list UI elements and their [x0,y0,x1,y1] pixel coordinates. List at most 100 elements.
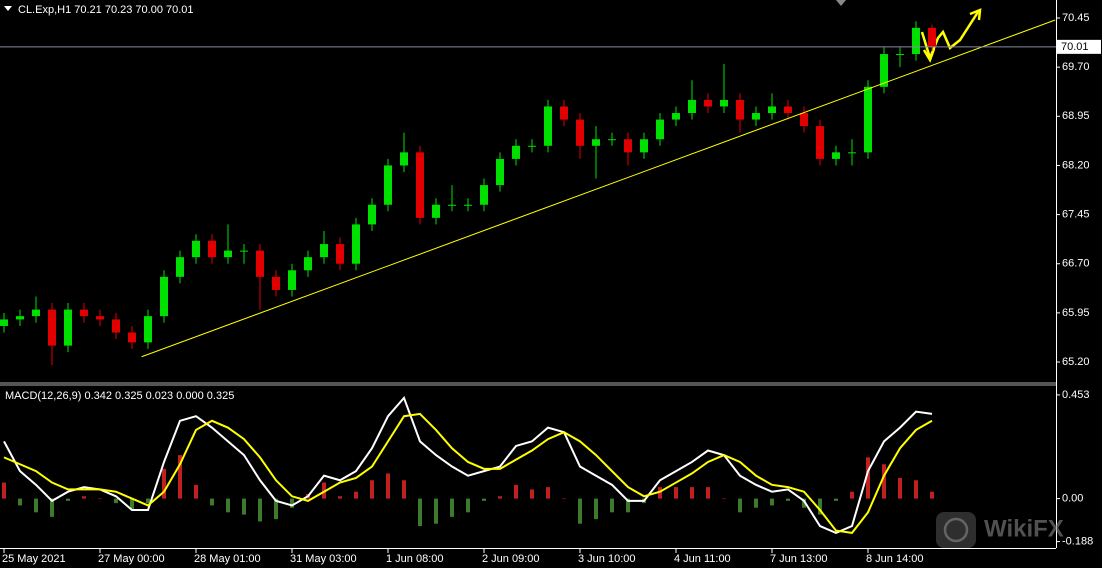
candle-body [32,309,40,317]
x-tick-label: 3 Jun 10:00 [578,553,636,565]
candle-body [352,224,360,264]
histogram-bar [674,487,678,499]
histogram-bar [402,480,406,499]
histogram-bar [546,487,550,499]
candle-body [128,332,136,343]
histogram-bar [514,484,518,499]
candle-body [912,27,920,55]
candle-body [592,139,600,146]
price-label-box [1057,39,1101,54]
histogram-bar [18,498,22,506]
histogram-bar [626,498,630,513]
candle-body [608,139,616,141]
candle-body [528,145,536,147]
chart-title: CL.Exp,H1 70.21 70.23 70.00 70.01 [18,4,194,16]
candle-body [544,106,552,146]
macd-line [3,395,933,534]
histogram-bar [610,498,614,513]
candle-body [688,99,696,114]
y-tick-label: 65.20 [1062,356,1090,368]
histogram-bar [818,498,822,515]
histogram-bar [146,498,150,504]
histogram-bar [242,498,246,515]
x-tick-label: 31 May 03:00 [290,553,357,565]
histogram-bar [338,496,342,499]
histogram-bar [50,498,54,517]
histogram-bar [274,498,278,520]
candle-body [496,158,504,186]
candle-body [96,316,104,320]
histogram-bar [66,498,70,501]
y-tick-label: 67.45 [1062,208,1090,220]
candle-body [720,99,728,107]
histogram-bar [482,498,486,501]
candle-body [176,257,184,277]
histogram-bar [738,498,742,513]
histogram-bar [290,498,294,508]
y-tick-label: 68.20 [1062,159,1090,171]
x-tick-label: 27 May 00:00 [98,553,165,565]
histogram-bar [498,496,502,499]
histogram-bar [802,498,806,508]
candle-body [384,165,392,205]
x-tick-label: 28 May 01:00 [194,553,261,565]
histogram-bar [578,498,582,524]
candle-body [576,119,584,146]
histogram-bar [98,498,102,500]
candle-body [880,54,888,87]
y-tick-label: 66.70 [1062,258,1090,270]
candle-body [240,250,248,252]
histogram-bar [594,498,598,520]
histogram-bar [114,498,118,504]
watermark: WikiFX [984,515,1064,542]
menu-arrow[interactable] [4,6,12,11]
candle-body [512,145,520,159]
histogram-bar [706,487,710,499]
histogram-bar [434,498,438,524]
histogram-bar [130,498,134,511]
histogram-bar [162,468,166,499]
x-tick-label: 2 Jun 09:00 [482,553,540,565]
price-label: 70.01 [1061,41,1089,53]
histogram-bar [530,489,534,499]
candle-body [160,276,168,317]
candle-body [224,250,232,258]
candle-body [624,139,632,153]
candle-body [208,240,216,258]
candle-body [272,276,280,290]
histogram-bar [370,480,374,499]
candle-body [64,309,72,346]
candle-body [640,139,648,153]
histogram-bar [418,498,422,527]
candle-body [848,152,856,154]
histogram-bar [722,498,726,500]
histogram-bar [930,491,934,499]
histogram-bar [754,498,758,508]
histogram-bar [386,473,390,499]
x-tick-label: 7 Jun 13:00 [770,553,828,565]
candle-body [256,250,264,277]
candle-body [112,319,120,333]
signal-line [3,412,933,534]
candle-body [416,152,424,218]
candle-body [816,126,824,159]
histogram-bar [770,498,774,506]
histogram-bar [226,498,230,513]
candle-body [560,106,568,120]
candle-body [832,152,840,159]
histogram-bar [82,496,86,499]
candle-body [192,240,200,258]
annotation-arrows [920,8,982,63]
watermark-logo [936,512,976,548]
candle-body [800,113,808,127]
y-tick-label: -0.188 [1062,535,1093,547]
candle-body [400,152,408,166]
histogram-bar [834,498,838,501]
candle-body [320,244,328,258]
histogram-bar [898,477,902,499]
candle-body [80,309,88,317]
histogram-bar [2,482,6,499]
candle-body [368,204,376,225]
candle-body [144,316,152,343]
